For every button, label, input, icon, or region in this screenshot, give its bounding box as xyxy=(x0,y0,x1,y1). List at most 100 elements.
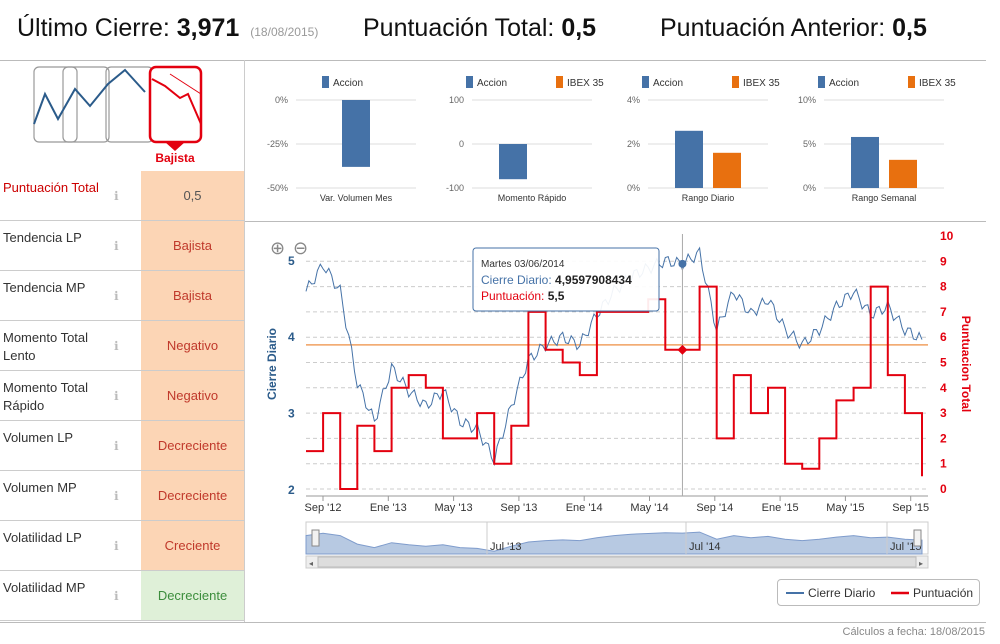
y-tick-label: 2% xyxy=(627,139,640,149)
row-value: Decreciente xyxy=(141,421,244,470)
y-tick-label: 0% xyxy=(627,183,640,193)
info-icon[interactable]: ℹ xyxy=(114,189,119,203)
y-tick-label: 0% xyxy=(275,95,288,105)
row-label: Volumen MP xyxy=(3,480,77,495)
legend-swatch xyxy=(556,76,563,88)
row-value: Creciente xyxy=(141,521,244,570)
tooltip: Martes 03/06/2014 Cierre Diario: 4,959790… xyxy=(472,247,660,312)
y-left-tick: 3 xyxy=(288,407,295,421)
scroll-left-icon[interactable]: ◂ xyxy=(309,559,313,568)
legend-label: IBEX 35 xyxy=(567,78,604,89)
y-left-axis-title: Cierre Diario xyxy=(265,328,279,400)
row-label: Momento Total Rápido xyxy=(3,380,89,413)
table-row: Puntuación Total ℹ 0,5 xyxy=(0,171,244,221)
bar[interactable] xyxy=(851,136,879,188)
navigator-handle-right[interactable] xyxy=(913,529,922,547)
bar[interactable] xyxy=(889,159,917,188)
y-left-tick: 4 xyxy=(288,330,295,344)
left-panel-divider xyxy=(244,60,245,622)
x-tick-label: Sep '14 xyxy=(696,502,733,514)
x-tick-label: Ene '15 xyxy=(762,502,799,514)
total-score-value: 0,5 xyxy=(561,14,597,42)
row-label: Volumen LP xyxy=(3,430,74,445)
navigator-handle-left[interactable] xyxy=(311,529,320,547)
legend-label: Accion xyxy=(333,78,363,89)
scrollbar-thumb[interactable] xyxy=(317,556,917,568)
y-right-tick: 2 xyxy=(940,431,947,445)
info-icon[interactable]: ℹ xyxy=(114,589,119,603)
info-icon[interactable]: ℹ xyxy=(114,239,119,253)
y-left-tick: 2 xyxy=(288,483,295,497)
y-right-tick: 10 xyxy=(940,229,954,243)
row-label: Tendencia LP xyxy=(3,230,82,245)
row-value: Negativo xyxy=(141,321,244,370)
mini-chart: Accion IBEX 35 100 0 -100 Momento Rápido xyxy=(446,76,604,203)
x-tick-label: Sep '12 xyxy=(305,502,342,514)
legend-swatch xyxy=(908,76,915,88)
scroll-right-icon[interactable]: ▸ xyxy=(919,559,923,568)
total-score: Puntuación Total: 0,5 xyxy=(363,14,596,43)
legend-score-label[interactable]: Puntuación xyxy=(913,586,973,600)
trend-widget: Bajista xyxy=(33,65,203,165)
table-row: Momento Total Lento ℹ Negativo xyxy=(0,321,244,371)
info-icon[interactable]: ℹ xyxy=(114,289,119,303)
navigator[interactable]: Jul '13 Jul '14 Jul '15◂ ▸ xyxy=(305,521,929,569)
legend-label: Accion xyxy=(829,78,859,89)
info-icon[interactable]: ℹ xyxy=(114,539,119,553)
row-value: 0,5 xyxy=(141,171,244,220)
zoom-in-icon[interactable]: ⊕ xyxy=(270,238,285,258)
legend-close-label[interactable]: Cierre Diario xyxy=(808,586,876,600)
last-close: Último Cierre: 3,971 (18/08/2015) xyxy=(17,14,318,43)
info-icon[interactable]: ℹ xyxy=(114,339,119,353)
trend-down-line xyxy=(151,78,202,125)
y-tick-label: 4% xyxy=(627,95,640,105)
row-label: Momento Total Lento xyxy=(3,330,89,363)
trend-panel-1 xyxy=(33,66,78,143)
row-value: Negativo xyxy=(141,371,244,420)
y-left-tick: 5 xyxy=(288,254,295,268)
trend-label: Bajista xyxy=(155,151,195,165)
legend-swatch xyxy=(818,76,825,88)
table-row: Volatilidad LP ℹ Creciente xyxy=(0,521,244,571)
table-row: Tendencia LP ℹ Bajista xyxy=(0,221,244,271)
zoom-out-icon[interactable]: ⊖ xyxy=(293,238,308,258)
y-right-tick: 6 xyxy=(940,330,947,344)
minicharts-divider xyxy=(244,221,986,222)
y-tick-label: 100 xyxy=(449,95,464,105)
info-icon[interactable]: ℹ xyxy=(114,389,119,403)
bar[interactable] xyxy=(713,152,741,188)
y-tick-label: -50% xyxy=(267,183,288,193)
bar[interactable] xyxy=(499,144,527,180)
x-tick-label: Ene '14 xyxy=(566,502,603,514)
trend-up-line xyxy=(33,68,146,125)
y-tick-label: 5% xyxy=(803,139,816,149)
row-label: Volatilidad MP xyxy=(3,580,86,595)
bar[interactable] xyxy=(342,100,370,167)
score-marker xyxy=(677,344,688,355)
mini-chart: Accion IBEX 35 10% 5% 0% Rango Semanal xyxy=(798,76,956,203)
legend-swatch xyxy=(322,76,329,88)
footer-divider xyxy=(0,622,986,623)
previous-score-value: 0,5 xyxy=(892,14,927,42)
y-right-tick: 4 xyxy=(940,381,947,395)
x-tick-label: Sep '15 xyxy=(892,502,929,514)
y-right-tick: 7 xyxy=(940,305,947,319)
tooltip-box xyxy=(472,247,660,312)
tooltip-score: Puntuación: 5,5 xyxy=(481,289,565,303)
y-right-tick: 3 xyxy=(940,406,947,420)
y-tick-label: 10% xyxy=(798,95,816,105)
footer-note: Cálculos a fecha: 18/08/2015 xyxy=(842,626,986,638)
trend-down-thin xyxy=(169,73,202,95)
x-axis-label: Rango Semanal xyxy=(852,193,917,203)
last-close-value: 3,971 xyxy=(176,14,240,42)
previous-score: Puntuación Anterior: 0,5 xyxy=(660,14,927,43)
bar[interactable] xyxy=(675,130,703,188)
x-tick-label: Sep '13 xyxy=(500,502,537,514)
info-icon[interactable]: ℹ xyxy=(114,489,119,503)
table-row: Momento Total Rápido ℹ Negativo xyxy=(0,371,244,421)
score-series-line[interactable] xyxy=(306,285,923,490)
row-value: Decreciente xyxy=(141,571,244,620)
y-right-tick: 9 xyxy=(940,254,947,268)
table-row: Volatilidad MP ℹ Decreciente xyxy=(0,571,244,621)
info-icon[interactable]: ℹ xyxy=(114,439,119,453)
